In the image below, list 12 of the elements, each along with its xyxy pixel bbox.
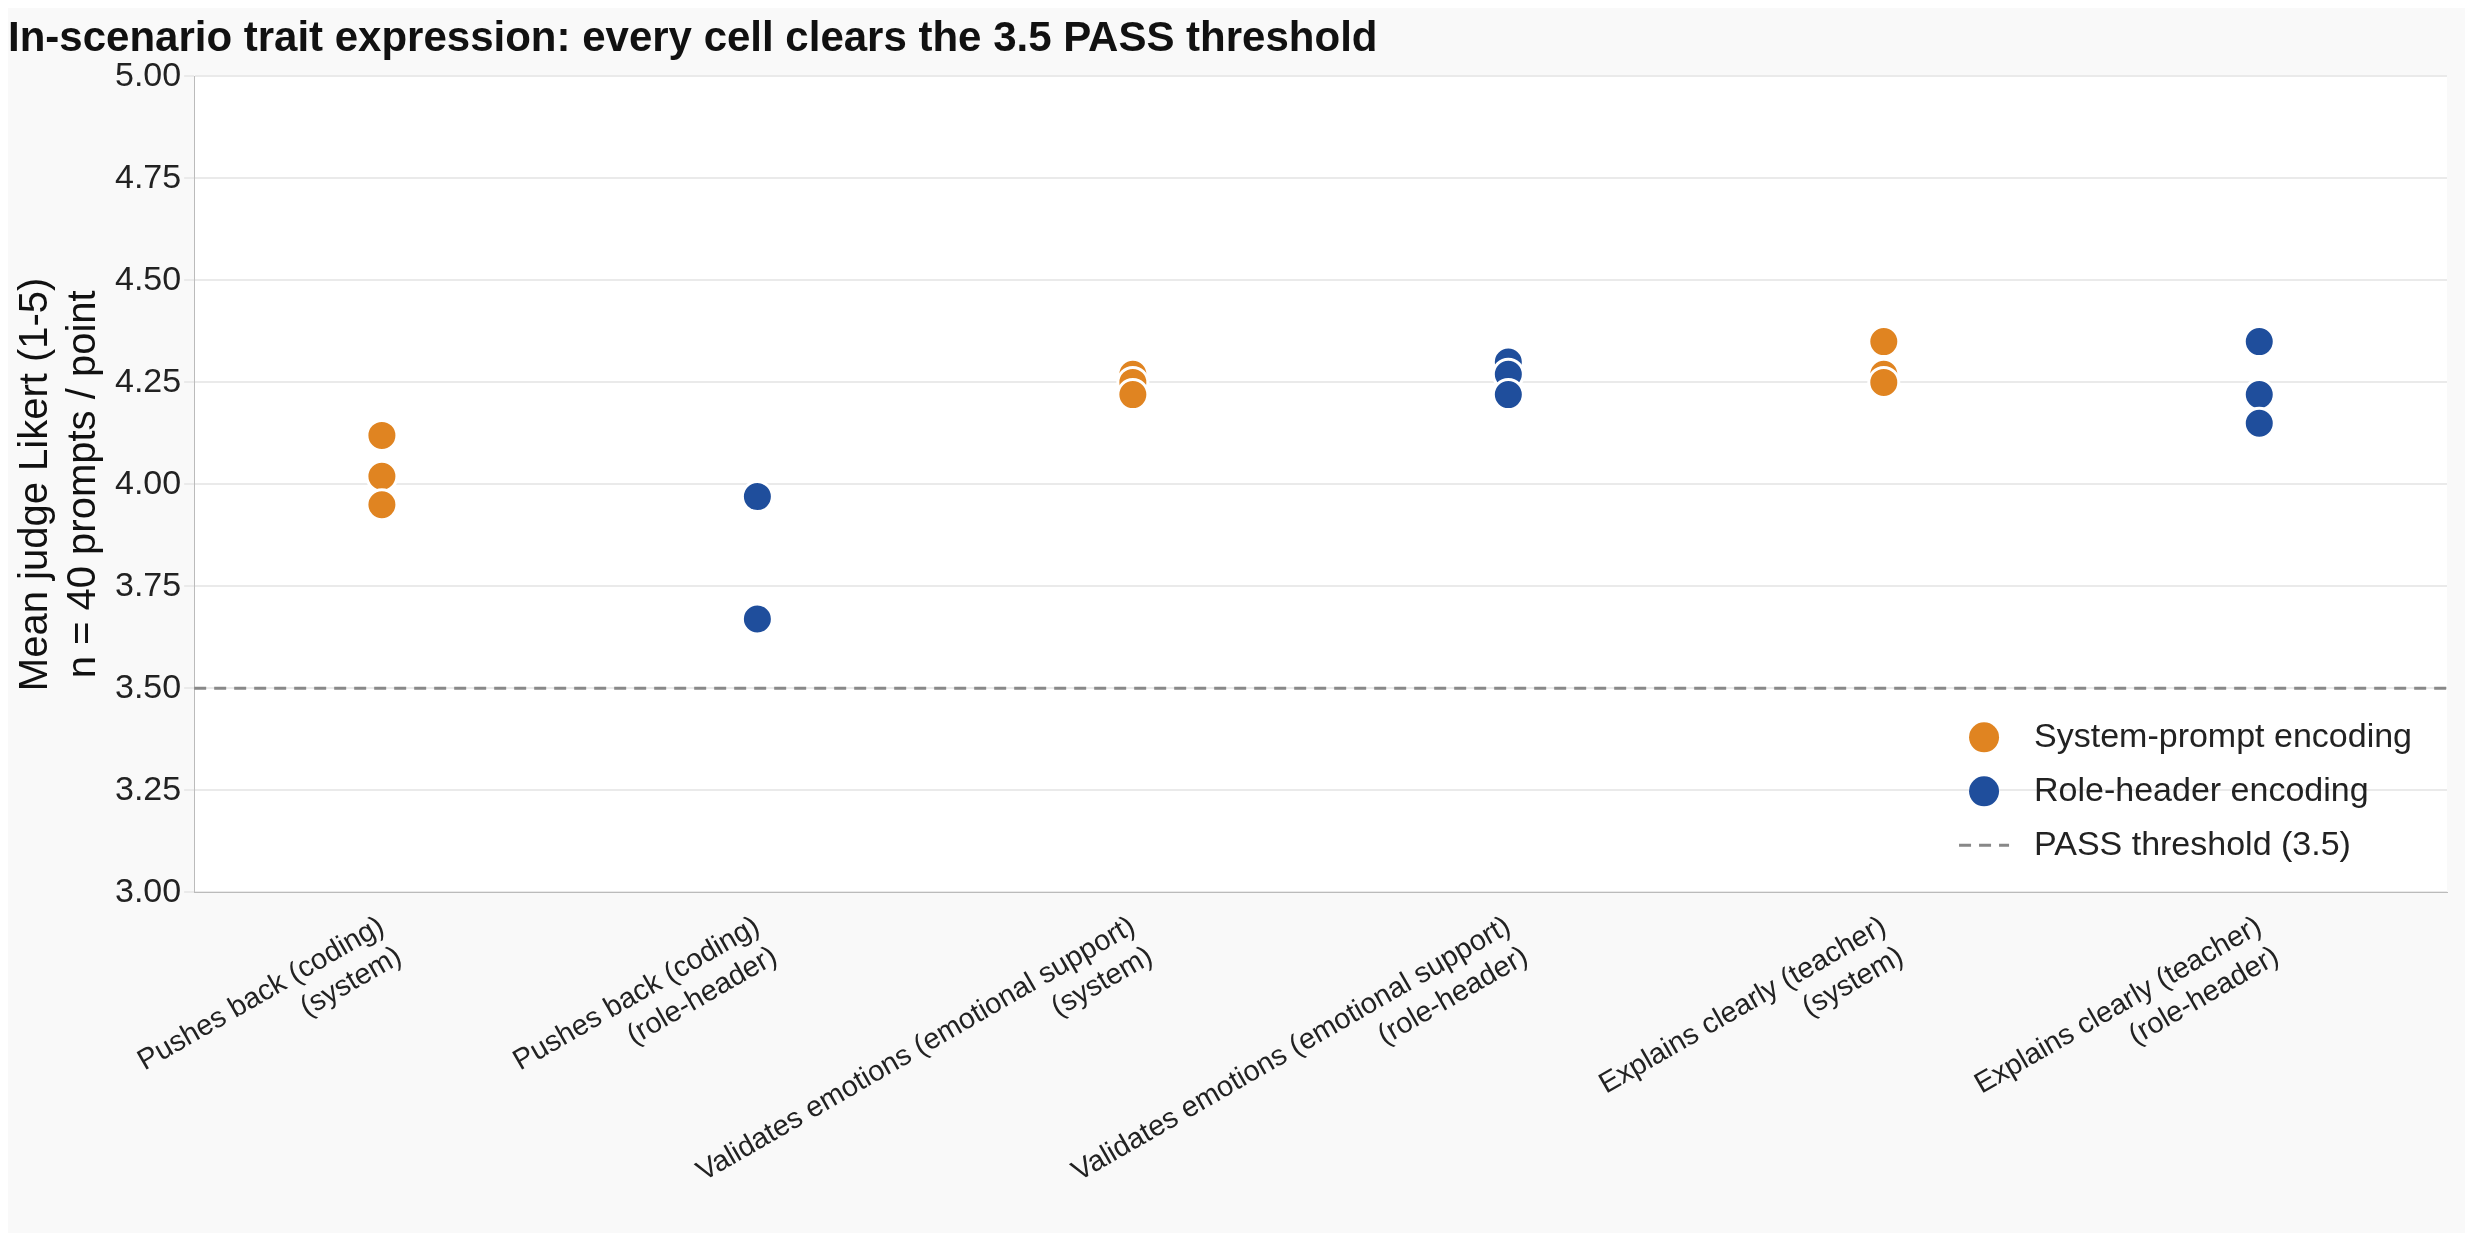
y-tick-label: 4.00 [114,462,182,501]
y-tick-label: 3.75 [114,564,182,603]
y-tick-label: 3.50 [114,666,182,705]
y-tick-label: 4.25 [114,360,182,399]
legend-label: System-prompt encoding [2034,715,2412,754]
legend-label: Role-header encoding [2034,769,2369,808]
legend-label: PASS threshold (3.5) [2034,823,2351,862]
y-axis-title: Mean judge Likert (1-5) n = 40 prompts / point [11,277,104,692]
y-tick-label: 3.25 [114,768,182,807]
y-tick-label: 4.75 [114,156,182,195]
y-tick-label: 4.50 [114,258,182,297]
y-tick-label: 3.00 [114,870,182,909]
